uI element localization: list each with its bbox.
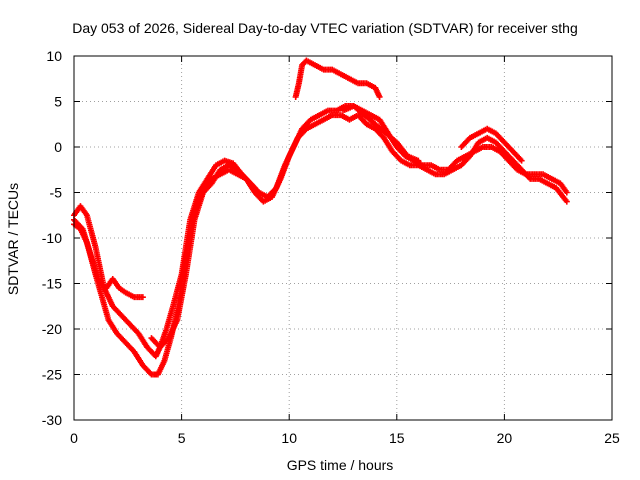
series: [458, 125, 525, 164]
x-axis-title: GPS time / hours: [287, 457, 394, 473]
x-tick-label: 10: [281, 430, 297, 446]
data-point: [563, 198, 570, 205]
grid: [74, 56, 612, 420]
series: [292, 57, 383, 100]
y-tick-label: -15: [42, 276, 62, 292]
data-point: [251, 184, 258, 191]
data-point: [518, 157, 525, 164]
y-tick-label: -20: [42, 321, 62, 337]
data-point: [376, 93, 383, 100]
series: [71, 112, 570, 378]
y-tick-label: -5: [50, 185, 63, 201]
y-tick-label: -10: [42, 230, 62, 246]
series: [340, 103, 422, 164]
x-tick-label: 20: [497, 430, 513, 446]
y-tick-label: 10: [46, 48, 62, 64]
x-tick-label: 25: [604, 430, 620, 446]
plot-frame: [73, 55, 613, 421]
y-axis-title: SDTVAR / TECUs: [5, 183, 21, 295]
y-tick-label: 0: [54, 139, 62, 155]
series: [148, 166, 258, 351]
x-tick-label: 15: [389, 430, 405, 446]
x-tick-label: 0: [70, 430, 78, 446]
x-tick-label: 5: [178, 430, 186, 446]
y-tick-label: -30: [42, 412, 62, 428]
data-point: [139, 294, 146, 301]
axis-tick-labels: 0 5 10 15 20 25 -30 -25 -20 -15 -10 -5 0 5 10: [42, 48, 620, 446]
data-points: [71, 57, 570, 378]
series: [71, 216, 146, 301]
data-point: [415, 157, 422, 164]
chart-title: Day 053 of 2026, Sidereal Day-to-day VTE…: [72, 20, 578, 36]
data-point: [563, 189, 570, 196]
y-tick-label: 5: [54, 94, 62, 110]
y-tick-label: -25: [42, 367, 62, 383]
